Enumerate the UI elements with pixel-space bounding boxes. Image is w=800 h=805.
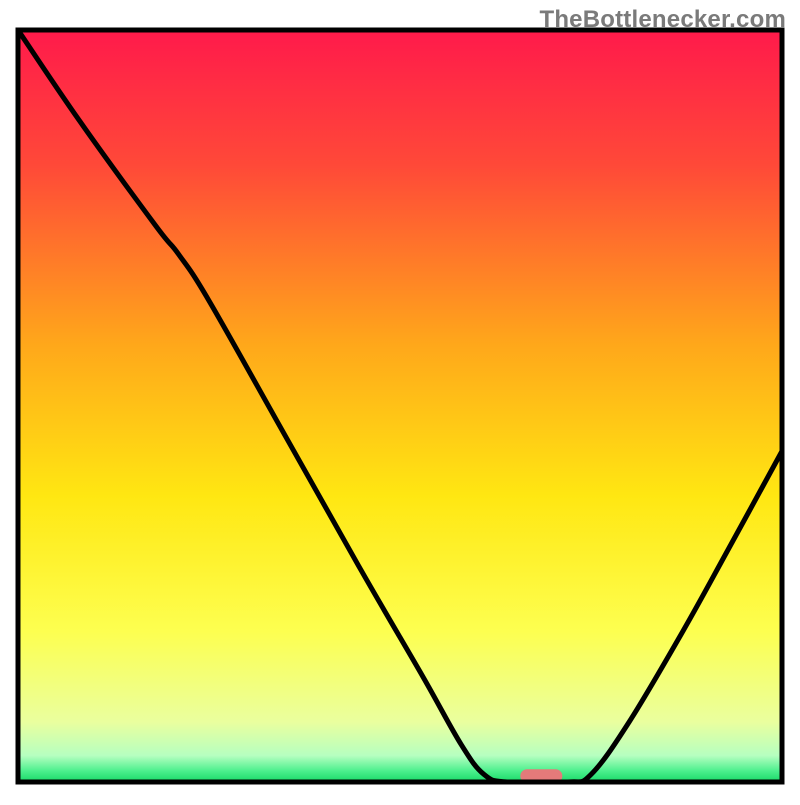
chart-svg [0, 0, 800, 800]
plot-gradient-background [18, 30, 782, 782]
bottleneck-chart [0, 0, 800, 800]
